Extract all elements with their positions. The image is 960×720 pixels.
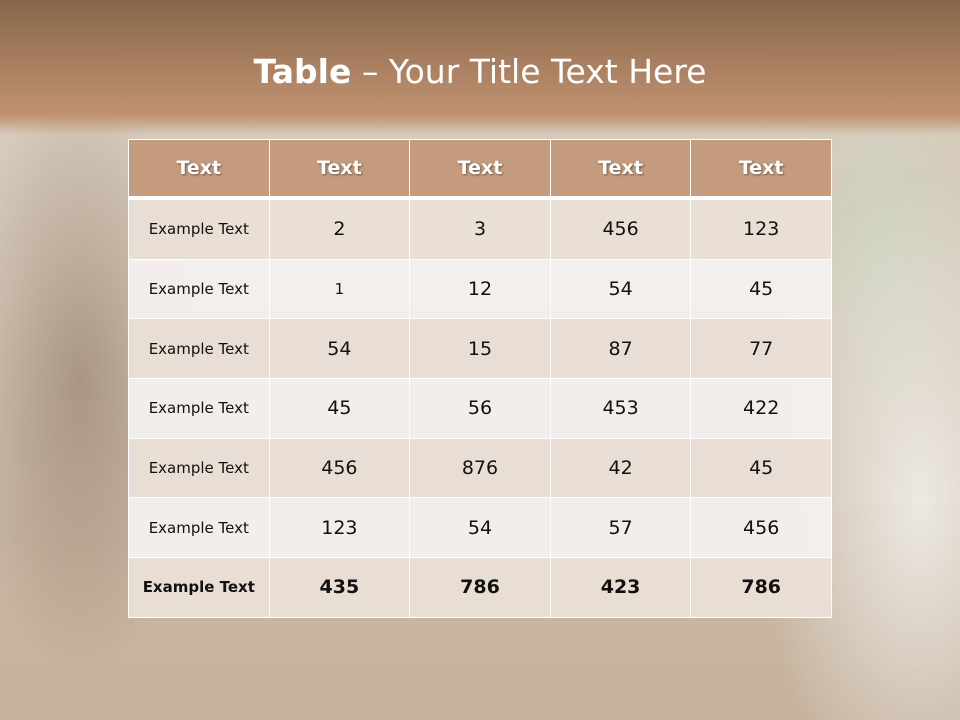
table-cell: 2 <box>268 197 411 260</box>
table-cell: 435 <box>268 557 411 618</box>
table-cell: 786 <box>690 557 832 618</box>
row-label: Example Text <box>128 318 270 380</box>
table-cell: 45 <box>690 258 832 320</box>
data-table: Text Text Text Text Text Example Text 2 3 456 12… <box>128 139 832 618</box>
table-cell: 456 <box>690 497 832 559</box>
row-label: Example Text <box>128 197 270 260</box>
table-cell: 456 <box>268 437 411 499</box>
table-cell: 786 <box>409 557 551 618</box>
table-cell: 15 <box>409 318 551 380</box>
table-cell: 1 <box>268 258 411 320</box>
table-body: Example Text 2 3 456 123 Example Text 1 12 54 45 E… <box>128 197 832 618</box>
total-row: Example Text 435 786 423 786 <box>128 557 832 618</box>
table-row: Example Text 54 15 87 77 <box>128 318 832 380</box>
title-bold: Table <box>253 52 352 91</box>
table-cell: 123 <box>268 497 411 559</box>
table-cell: 12 <box>409 258 551 320</box>
column-header: Text <box>690 139 832 200</box>
column-header: Text <box>409 139 551 200</box>
table-cell: 57 <box>549 497 692 559</box>
table-cell: 54 <box>409 497 551 559</box>
title-rest: – Your Title Text Here <box>351 52 707 91</box>
table-cell: 423 <box>549 557 692 618</box>
table-cell: 42 <box>549 437 692 499</box>
title-band <box>0 0 960 135</box>
table-cell: 56 <box>409 378 551 439</box>
header-row: Text Text Text Text Text <box>128 139 832 200</box>
slide-title: Table – Your Title Text Here <box>0 52 960 91</box>
table-cell: 453 <box>549 378 692 439</box>
column-header: Text <box>128 139 270 200</box>
table-row: Example Text 2 3 456 123 <box>128 197 832 260</box>
row-label: Example Text <box>128 258 270 320</box>
table-row: Example Text 456 876 42 45 <box>128 437 832 499</box>
row-label: Example Text <box>128 497 270 559</box>
table-row: Example Text 45 56 453 422 <box>128 378 832 439</box>
row-label: Example Text <box>128 378 270 439</box>
table-cell: 422 <box>690 378 832 439</box>
table-cell: 876 <box>409 437 551 499</box>
table-cell: 77 <box>690 318 832 380</box>
row-label: Example Text <box>128 557 270 618</box>
row-label: Example Text <box>128 437 270 499</box>
table-row: Example Text 1 12 54 45 <box>128 258 832 320</box>
table-cell: 123 <box>690 197 832 260</box>
table-cell: 45 <box>268 378 411 439</box>
table-cell: 54 <box>549 258 692 320</box>
table-cell: 45 <box>690 437 832 499</box>
table-cell: 87 <box>549 318 692 380</box>
column-header: Text <box>268 139 411 200</box>
table-cell: 456 <box>549 197 692 260</box>
table-cell: 54 <box>268 318 411 380</box>
column-header: Text <box>549 139 692 200</box>
table-cell: 3 <box>409 197 551 260</box>
table-row: Example Text 123 54 57 456 <box>128 497 832 559</box>
